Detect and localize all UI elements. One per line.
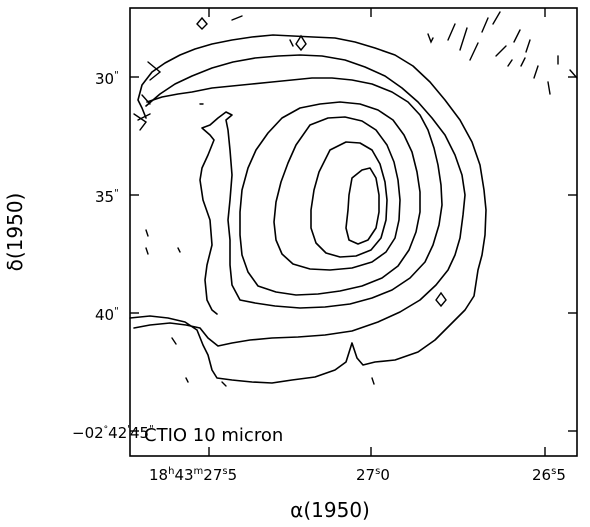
- y-tick-labels: −02°42'45" 40" 35" 30": [72, 70, 154, 442]
- x-tick-labels: 18h43m27s5 27s0 26s5: [149, 466, 566, 484]
- x-ticks: [208, 8, 546, 456]
- contour-lines: [129, 34, 487, 384]
- contour-level-5: [273, 116, 401, 271]
- contour-level-6: [310, 141, 388, 258]
- noise-fragments: [133, 11, 578, 387]
- y-tick-label-30: 30": [95, 70, 119, 88]
- y-tick-label-40: 40": [95, 306, 119, 324]
- x-axis-label: α(1950): [290, 498, 370, 522]
- plot-frame: [129, 7, 578, 457]
- contour-level-1: [129, 34, 487, 384]
- contour-level-4: [239, 101, 421, 296]
- contour-level-7: [345, 167, 380, 245]
- contour-level-3: [146, 77, 443, 315]
- contour-level-2: [133, 54, 466, 347]
- y-axis-label: δ(1950): [3, 193, 27, 272]
- x-tick-label-left: 18h43m27s5: [149, 466, 237, 484]
- y-tick-label-bottom: −02°42'45": [72, 424, 154, 442]
- chart-annotation: CTIO 10 micron: [144, 425, 283, 446]
- x-tick-label-middle: 27s0: [356, 466, 390, 484]
- x-tick-label-right: 26s5: [532, 466, 566, 484]
- y-tick-label-35: 35": [95, 188, 119, 206]
- y-ticks: [130, 76, 577, 432]
